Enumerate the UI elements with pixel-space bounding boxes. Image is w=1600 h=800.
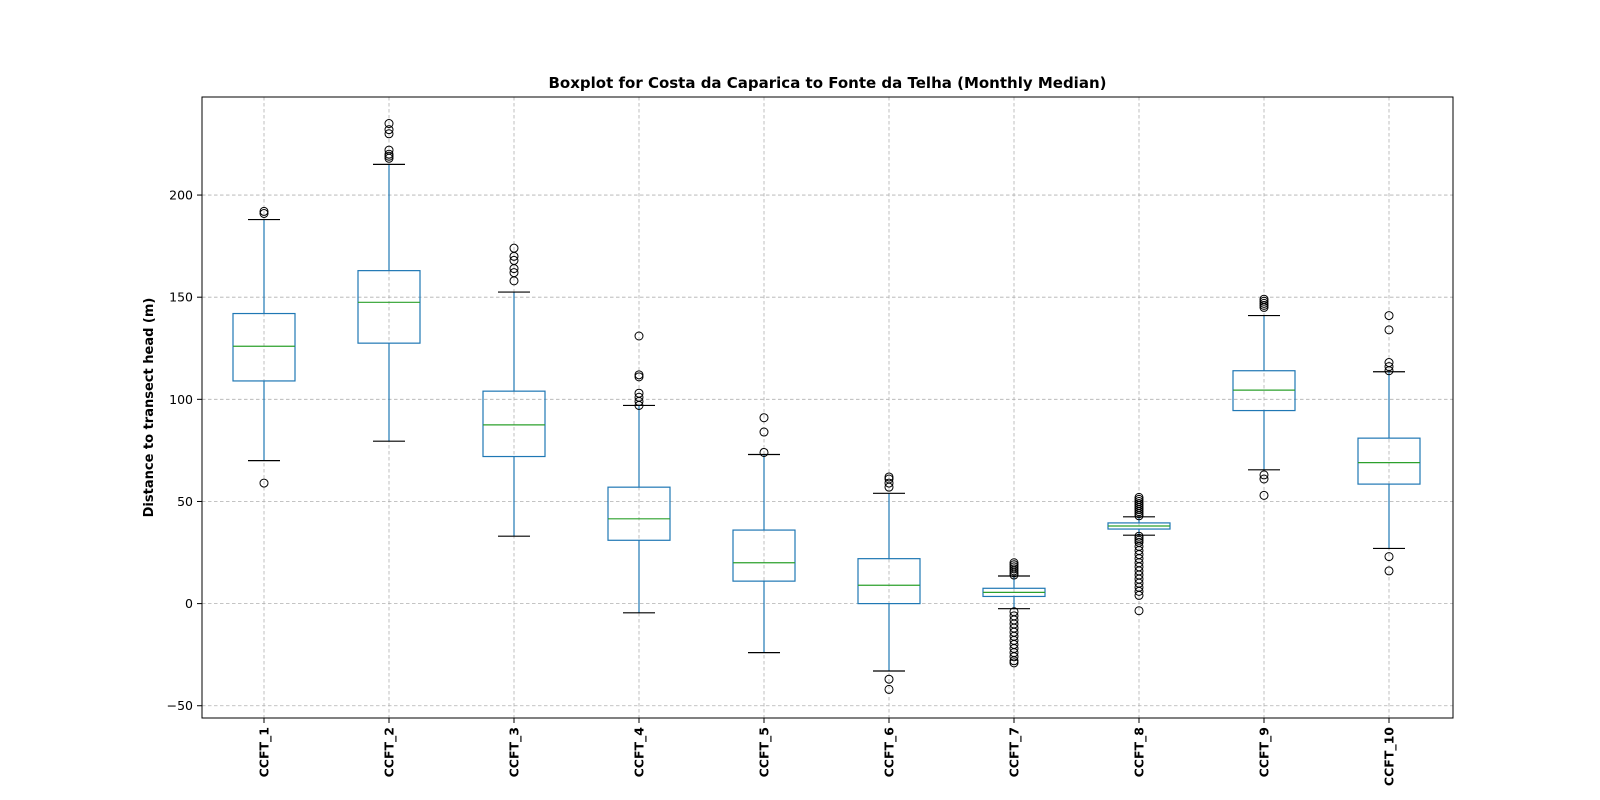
flier-point [259, 478, 269, 488]
flier-point [509, 255, 519, 265]
plot-frame [201, 96, 1454, 719]
x-tick-label: CCFT_5 [757, 727, 773, 777]
grid-layer [202, 97, 1453, 718]
flier-point [759, 447, 769, 457]
flier-point [384, 149, 394, 159]
box-group [607, 331, 671, 614]
flier-point [759, 427, 769, 437]
flier-point [884, 674, 894, 684]
y-axis-label: Distance to transect head (m) [142, 298, 157, 518]
flier-point [1259, 490, 1269, 500]
flier-point [1384, 311, 1394, 321]
box-group [857, 472, 921, 694]
flier-point [884, 684, 894, 694]
x-tick-label: CCFT_3 [507, 727, 523, 777]
x-tick-label: CCFT_2 [382, 727, 398, 777]
chart-title: Boxplot for Costa da Caparica to Fonte d… [549, 74, 1107, 92]
flier-point [884, 478, 894, 488]
flier-point [1259, 470, 1269, 480]
y-tick-label: 150 [169, 290, 193, 305]
flier-point [1134, 492, 1144, 502]
y-axis: −50 0 50 100 150 200 [167, 188, 202, 713]
x-tick-label: CCFT_10 [1382, 727, 1398, 786]
iqr-box [1357, 437, 1421, 485]
y-tick-label: 200 [169, 188, 193, 203]
flier-point [634, 331, 644, 341]
flier-point [509, 268, 519, 278]
x-axis: CCFT_1 CCFT_2 CCFT_3 CCFT_4 CCFT_5 CCFT_6 CCFT… [257, 718, 1398, 786]
box-group [1107, 492, 1171, 616]
flier-point [634, 392, 644, 402]
y-tick-label: −50 [167, 698, 193, 713]
flier-point [384, 125, 394, 135]
x-tick-label: CCFT_4 [632, 727, 648, 778]
flier-point [1009, 611, 1019, 621]
iqr-box [732, 529, 796, 582]
box-group [1232, 294, 1296, 500]
flier-point [384, 129, 394, 139]
flier-point [1259, 474, 1269, 484]
flier-point [1134, 531, 1144, 541]
flier-point [259, 206, 269, 216]
flier-point [1134, 606, 1144, 616]
flier-point [1384, 362, 1394, 372]
iqr-box [482, 390, 546, 458]
flier-point [384, 119, 394, 129]
x-tick-label: CCFT_1 [257, 727, 273, 777]
flier-point [509, 243, 519, 253]
x-tick-label: CCFT_8 [1132, 727, 1148, 777]
iqr-box [857, 558, 921, 605]
box-group [982, 558, 1046, 668]
flier-point [384, 145, 394, 155]
flier-point [1009, 607, 1019, 617]
flier-point [1384, 358, 1394, 368]
box-layer [232, 119, 1421, 694]
x-tick-label: CCFT_7 [1007, 727, 1023, 777]
iqr-box [607, 486, 671, 541]
flier-point [1384, 566, 1394, 576]
y-tick-label: 100 [169, 392, 193, 407]
flier-point [759, 413, 769, 423]
flier-point [634, 370, 644, 380]
flier-point [884, 472, 894, 482]
flier-point [1384, 325, 1394, 335]
x-tick-label: CCFT_9 [1257, 727, 1273, 777]
flier-point [1259, 294, 1269, 304]
iqr-box [232, 312, 296, 382]
flier-point [1009, 558, 1019, 568]
flier-point [1384, 552, 1394, 562]
box-group [732, 413, 796, 654]
iqr-box [357, 270, 421, 344]
box-group [482, 243, 546, 537]
box-group [1357, 311, 1421, 576]
y-tick-label: 0 [185, 596, 193, 611]
x-tick-label: CCFT_6 [882, 727, 898, 778]
box-group [232, 206, 296, 488]
box-group [357, 119, 421, 442]
y-tick-label: 50 [177, 494, 193, 509]
flier-point [634, 388, 644, 398]
